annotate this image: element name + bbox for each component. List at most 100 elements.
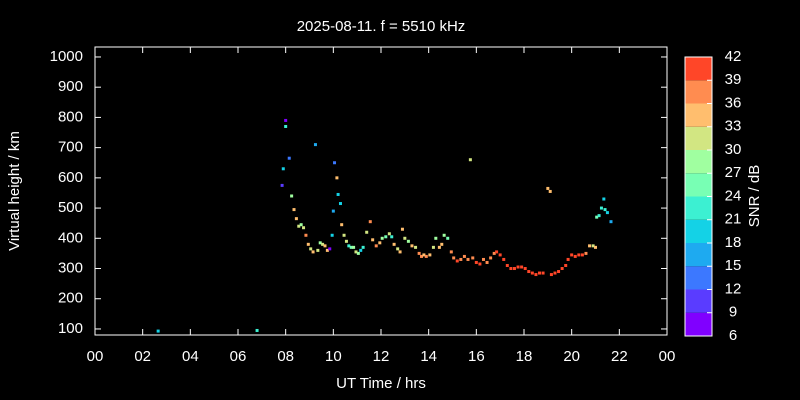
point [609,220,613,224]
colorbar-tick-label: 24 [725,187,742,204]
point [304,233,308,237]
point [414,245,418,249]
x-tick-label: 18 [516,348,533,365]
colorbar-tick-label: 36 [725,94,742,111]
point [333,161,337,165]
point [302,226,306,230]
point [546,186,550,190]
point [417,251,421,255]
point [359,248,363,252]
point [349,245,353,249]
point [431,245,435,249]
x-tick-label: 04 [182,348,199,365]
y-tick-label: 600 [58,169,83,186]
point [338,202,342,206]
point [564,263,568,267]
point [344,239,348,243]
colorbar-tick-label: 12 [725,280,742,297]
point [495,250,499,254]
point [440,242,444,246]
point [570,253,574,257]
point [156,329,160,333]
point [398,250,402,254]
point [390,235,394,239]
colorbar-band [685,312,712,336]
point [523,267,527,271]
point [347,244,351,248]
point [452,256,456,260]
x-tick-label: 08 [277,348,294,365]
colorbar-band [685,150,712,174]
point [584,251,588,255]
point [605,211,609,215]
point [520,265,524,269]
point [446,236,450,240]
colorbar-band [685,243,712,267]
point [434,236,438,240]
point [422,253,426,257]
point [374,244,378,248]
point [549,273,553,277]
y-tick-label: 800 [58,108,83,125]
point [466,257,470,261]
point [255,328,259,332]
point [356,251,360,255]
point [459,257,463,261]
y-tick-label: 300 [58,259,83,276]
point [512,267,516,271]
point [392,242,396,246]
colorbar-tick-label: 30 [725,141,742,158]
point [313,143,317,147]
colorbar-tick-label: 18 [725,234,742,251]
point [342,233,346,237]
point [548,189,552,193]
point [597,214,601,218]
point [489,256,493,260]
point [455,259,459,263]
x-tick-label: 20 [563,348,580,365]
point [400,227,404,231]
point [336,192,340,196]
point [573,254,577,258]
point [594,245,597,249]
point [420,254,424,258]
colorbar-label: SNR / dB [746,165,763,228]
point [492,251,496,255]
point [537,271,541,275]
point [294,217,298,221]
point [485,260,489,264]
point [527,270,531,274]
point [437,245,441,249]
point [603,208,607,212]
y-tick-label: 200 [58,290,83,307]
point [354,250,358,254]
point [566,257,570,261]
plot-frame [94,46,668,336]
colorbar-band [685,57,712,81]
point [516,265,520,269]
point [410,244,414,248]
x-tick-label: 02 [134,348,151,365]
point [595,215,599,219]
point [335,176,339,180]
colorbar-band [685,80,712,104]
x-tick-label: 12 [373,348,390,365]
colorbar-tick-label: 42 [725,48,742,65]
point [309,247,313,251]
point [368,220,372,224]
point [284,118,288,122]
point [424,254,428,258]
point [602,197,606,201]
point [297,224,301,228]
point [428,253,432,257]
point [406,239,410,243]
point [498,253,502,257]
colorbar-band [685,173,712,197]
point [318,241,322,245]
colorbar-band [685,266,712,290]
point [321,242,325,246]
point [280,183,284,187]
point [599,206,603,210]
point [577,253,581,257]
